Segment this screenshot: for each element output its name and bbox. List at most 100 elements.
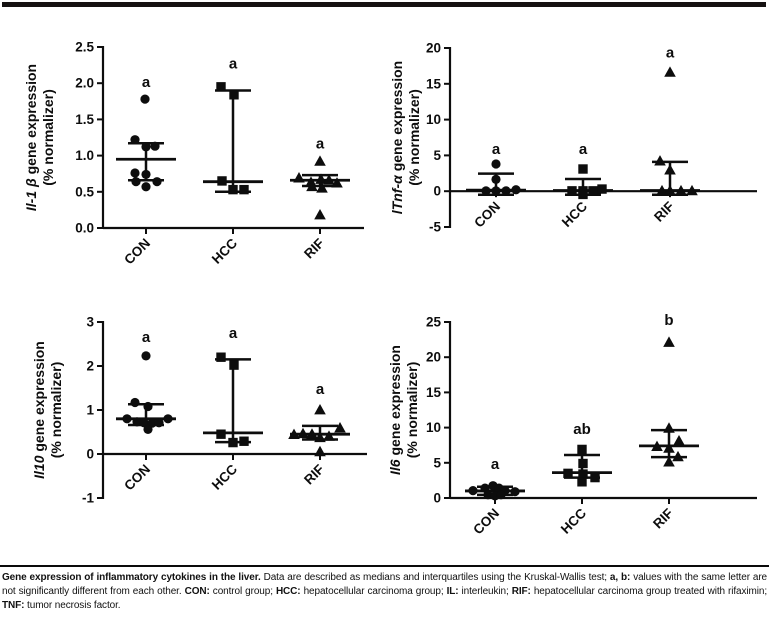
y-tick-label: -5: [429, 220, 441, 235]
y-tick-label: 2: [86, 359, 94, 374]
data-point-triangle: [673, 434, 685, 446]
y-tick-label: 1.5: [75, 112, 94, 127]
data-point-square: [216, 352, 226, 362]
data-point-square: [229, 360, 239, 370]
data-point-circle: [510, 487, 520, 497]
data-point-circle: [154, 418, 164, 428]
data-point-circle: [131, 177, 141, 187]
caption-segment: HCC:: [275, 585, 301, 597]
data-point-triangle: [297, 427, 309, 439]
y-tick-label: 1.0: [75, 148, 94, 163]
y-tick-label: 15: [426, 76, 442, 91]
data-point-circle: [122, 414, 132, 424]
y-tick-label: 15: [426, 385, 442, 400]
data-point-square: [229, 90, 239, 100]
data-point-circle: [141, 142, 151, 152]
panel-il10: -1 0 1 2 3 Il10 gene expression (% normalizer)…: [31, 315, 367, 506]
data-point-triangle: [664, 184, 676, 196]
x-category-label: CON: [121, 236, 153, 268]
significance-letter: ab: [573, 421, 591, 438]
y-tick-label: 20: [426, 41, 441, 56]
x-category-label: RIF: [650, 506, 676, 532]
data-point-triangle: [323, 174, 335, 185]
x-category-label: HCC: [209, 235, 240, 266]
significance-letter: a: [142, 74, 151, 91]
data-point-circle: [141, 351, 151, 361]
data-point-square: [597, 184, 607, 194]
data-point-triangle: [663, 422, 675, 433]
caption-segment: a, b:: [609, 572, 631, 583]
data-point-circle: [143, 401, 153, 412]
significance-letter: b: [664, 312, 673, 329]
x-category-label: CON: [471, 199, 503, 231]
data-point-triangle: [331, 177, 343, 188]
y-tick-label: 3: [86, 315, 94, 330]
data-point-square: [239, 436, 249, 446]
significance-letter: a: [492, 141, 501, 158]
significance-letter: a: [229, 325, 238, 342]
data-point-triangle: [672, 450, 684, 462]
data-point-circle: [152, 177, 162, 187]
y-tick-label: 0.5: [75, 184, 94, 199]
y-tick-label: 5: [433, 455, 441, 470]
data-point-circle: [511, 185, 521, 195]
y-axis-label-line2: (% normalizer): [406, 89, 422, 185]
data-point-square: [588, 186, 598, 196]
caption-segment: TNF:: [2, 599, 25, 611]
data-point-square: [578, 164, 588, 174]
x-category-label: HCC: [559, 199, 590, 230]
y-tick-label: 0.0: [75, 221, 94, 236]
x-category-label: CON: [470, 506, 502, 538]
caption-segment: hepatocellular carcinoma group;: [300, 585, 447, 597]
data-point-square: [216, 82, 226, 92]
y-tick-label: 5: [433, 148, 441, 163]
data-point-square: [577, 477, 587, 487]
y-tick-label: 2.5: [75, 40, 94, 55]
data-point-triangle: [314, 155, 326, 166]
y-axis-label-line2: (% normalizer): [48, 362, 64, 458]
data-point-triangle: [293, 172, 305, 183]
data-point-square: [217, 176, 227, 186]
caption-segment: control group;: [209, 585, 276, 597]
data-point-circle: [141, 182, 151, 192]
data-point-square: [578, 469, 588, 479]
y-axis-label: Il6 gene expression: [387, 345, 403, 475]
data-point-circle: [130, 135, 140, 145]
data-point-square: [239, 184, 249, 195]
y-tick-label: 10: [426, 112, 441, 127]
data-point-square: [590, 472, 600, 483]
x-category-label: HCC: [558, 505, 589, 536]
y-axis-label-line2: (% normalizer): [404, 362, 420, 458]
y-tick-label: 0: [86, 447, 94, 462]
data-point-triangle: [306, 180, 318, 192]
significance-letter: a: [666, 44, 675, 61]
data-point-circle: [143, 424, 153, 434]
data-point-triangle: [656, 184, 668, 196]
caption-segment: tumor necrosis factor.: [24, 599, 121, 611]
data-point-triangle: [314, 208, 326, 220]
x-category-label: HCC: [209, 461, 240, 492]
data-point-triangle: [651, 440, 663, 452]
data-point-square: [578, 458, 588, 469]
data-point-circle: [481, 186, 491, 196]
data-point-triangle: [675, 184, 687, 196]
data-point-circle: [132, 417, 142, 427]
figure-caption: Gene expression of inflammatory cytokine…: [2, 571, 767, 612]
data-point-circle: [140, 94, 150, 104]
x-category-label: RIF: [301, 462, 327, 488]
data-point-triangle: [663, 456, 675, 467]
data-point-triangle: [316, 182, 328, 193]
data-point-circle: [141, 169, 151, 180]
data-point-triangle: [314, 404, 326, 415]
y-axis-label: Il-1 β gene expression: [23, 64, 39, 211]
significance-letter: a: [142, 329, 151, 346]
x-category-label: RIF: [651, 199, 677, 225]
data-point-circle: [163, 414, 173, 424]
data-point-circle: [130, 168, 140, 178]
data-point-circle: [130, 397, 140, 408]
caption-segment: RIF:: [511, 585, 531, 597]
data-point-square: [578, 189, 588, 200]
data-point-triangle: [314, 431, 326, 443]
y-tick-label: 25: [426, 315, 442, 330]
